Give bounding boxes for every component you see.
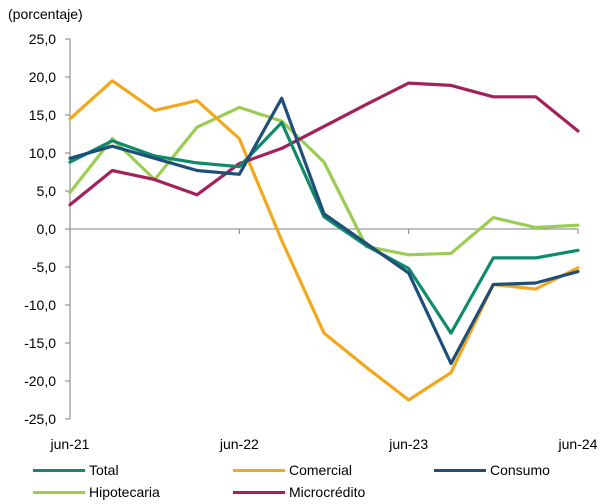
- legend-label: Total: [89, 462, 119, 478]
- x-tick-label: jun-22: [219, 436, 259, 452]
- legend-item: Hipotecaria: [33, 484, 160, 500]
- x-tick-label: jun-21: [50, 436, 90, 452]
- legend-swatch: [233, 490, 285, 494]
- y-tick-label: 10,0: [29, 145, 56, 161]
- y-tick-label: 15,0: [29, 107, 56, 123]
- legend-label: Comercial: [289, 462, 353, 478]
- axes: [65, 38, 579, 420]
- legend-swatch: [33, 468, 85, 472]
- legend-item: Consumo: [434, 462, 550, 478]
- y-tick-label: -5,0: [32, 259, 56, 275]
- legend-swatch: [33, 490, 85, 494]
- y-tick-label: 20,0: [29, 69, 56, 85]
- series-lines: [68, 79, 580, 402]
- x-tick-labels: jun-21 jun-22 jun-23 jun-24: [50, 436, 598, 452]
- legend-item: Microcrédito: [233, 484, 365, 500]
- y-tick-label: 0,0: [37, 221, 57, 237]
- series-line-consumo: [68, 96, 580, 366]
- y-tick-label: 25,0: [29, 31, 56, 47]
- legend-item: Comercial: [233, 462, 352, 478]
- legend-swatch: [233, 468, 285, 472]
- y-tick-label: -15,0: [24, 335, 56, 351]
- legend: Total Comercial Consumo Hipotecaria Microcré…: [0, 456, 611, 504]
- series-line-microcredito: [68, 81, 580, 207]
- legend-item: Total: [33, 462, 119, 478]
- legend-label: Hipotecaria: [89, 484, 160, 500]
- y-unit-label: (porcentaje): [8, 6, 83, 22]
- legend-label: Consumo: [490, 462, 550, 478]
- y-tick-label: -20,0: [24, 373, 56, 389]
- x-tick-label: jun-23: [388, 436, 428, 452]
- legend-swatch: [434, 468, 486, 472]
- series-line-total: [68, 120, 580, 335]
- y-tick-labels: 25,0 20,0 15,0 10,0 5,0 0,0 -5,0 -10,0 -15,0 -20,…: [24, 31, 56, 427]
- y-tick-label: 5,0: [37, 183, 57, 199]
- legend-label: Microcrédito: [289, 484, 366, 500]
- x-tick-label: jun-24: [558, 436, 598, 452]
- series-line-comercial: [68, 79, 580, 402]
- series-line-hipotecaria: [68, 105, 580, 257]
- y-tick-label: -25,0: [24, 411, 56, 427]
- y-tick-label: -10,0: [24, 297, 56, 313]
